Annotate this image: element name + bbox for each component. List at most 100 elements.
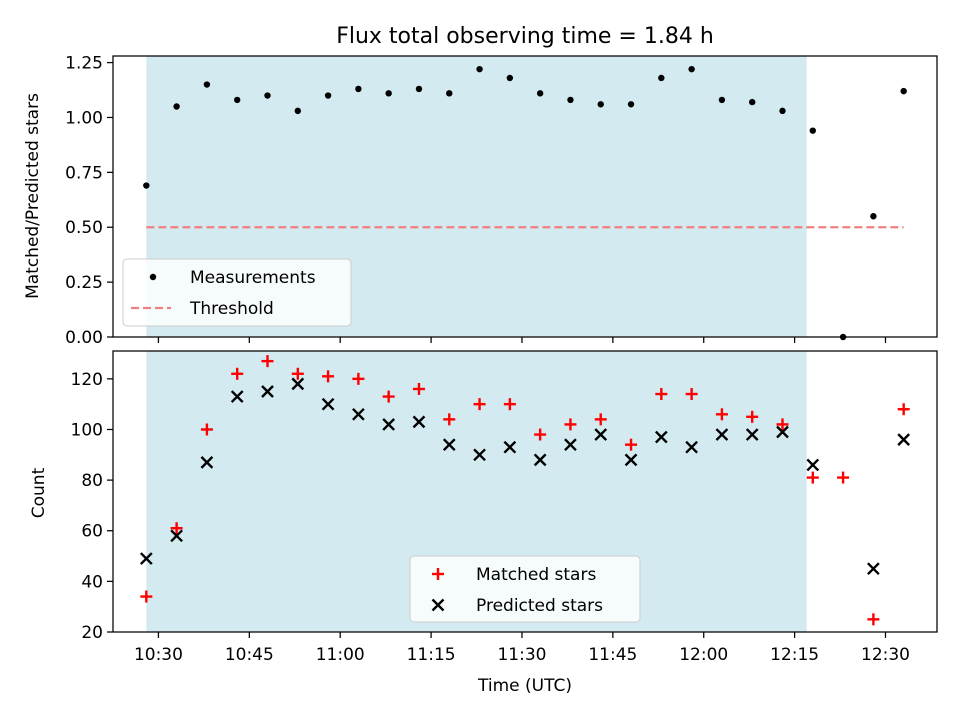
measurements-point: [143, 182, 150, 189]
bottom-panel-marks: [139, 355, 911, 626]
bottom-y-axis-ticks: 20 40 60 80 100 120: [71, 370, 113, 643]
matched-stars-point: [746, 410, 759, 423]
predicted-stars-point: [654, 430, 668, 444]
matched-stars-point: [867, 613, 880, 626]
matched-stars-point: [837, 471, 850, 484]
top-y-tick-label: 1.25: [65, 54, 103, 74]
matched-stars-point: [897, 403, 910, 416]
predicted-stars-point: [139, 552, 153, 565]
matched-stars-point: [140, 590, 153, 603]
predicted-stars-point: [776, 425, 789, 439]
bottom-y-tick-label: 60: [81, 522, 103, 542]
predicted-stars-point: [564, 438, 577, 452]
matched-stars-point: [473, 398, 486, 411]
measurements-point: [294, 107, 301, 115]
measurements-point: [749, 98, 756, 106]
measurements-point: [415, 85, 423, 93]
predicted-stars-point: [291, 377, 305, 391]
predicted-stars-point: [382, 418, 396, 431]
bottom-y-axis-label: Count: [29, 467, 49, 518]
bottom-legend-box: [409, 555, 641, 623]
measurements-point: [536, 90, 544, 97]
measurements-point: [779, 107, 786, 115]
matched-stars-point: [322, 370, 335, 383]
top-legend: Measurements Threshold: [122, 258, 352, 327]
matched-stars-point: [170, 522, 183, 535]
x-tick-label: 12:00: [679, 645, 728, 665]
measurements-point: [870, 213, 877, 220]
matched-stars-point: [200, 423, 213, 436]
matched-stars-point: [715, 408, 728, 421]
top-y-tick-label: 0.75: [65, 163, 103, 183]
predicted-stars-point: [170, 529, 183, 543]
bottom-y-tick-label: 80: [81, 471, 103, 491]
x-tick-label: 10:30: [134, 645, 183, 665]
bottom-x-axis-ticks: 10:30 10:45 11:00 11:15 11:30 11:45 12:00 12:15…: [134, 632, 910, 665]
predicted-stars-point: [685, 440, 698, 454]
predicted-stars-point: [261, 385, 274, 398]
predicted-stars-point: [806, 458, 820, 472]
matched-stars-point: [443, 413, 456, 426]
bottom-y-tick-label: 40: [81, 572, 103, 592]
x-tick-label: 11:45: [588, 645, 637, 665]
predicted-stars-point: [867, 562, 880, 576]
matched-stars-point: [412, 382, 425, 395]
matched-stars-point: [685, 388, 698, 401]
matched-stars-point: [382, 390, 395, 403]
top-legend-box: [122, 258, 352, 327]
x-tick-label: 11:30: [497, 645, 546, 665]
top-x-axis-ticks: [157, 337, 887, 343]
matched-stars-point: [261, 355, 274, 368]
measurements-point: [688, 65, 695, 73]
measurements-point: [900, 87, 907, 95]
bottom-y-tick-label: 20: [81, 623, 103, 643]
matched-stars-point: [352, 372, 365, 385]
matched-stars-point: [231, 367, 244, 380]
measurements-point: [234, 96, 241, 104]
measurements-point: [658, 74, 665, 82]
predicted-stars-point: [230, 390, 244, 403]
predicted-stars-point: [473, 448, 486, 462]
measurements-point: [446, 90, 453, 97]
bottom-y-tick-label: 100: [71, 420, 103, 440]
predicted-stars-point: [321, 397, 335, 411]
top-panel-frame: [112, 55, 938, 338]
top-y-axis-ticks: 0.00 0.25 0.50 0.75 1.00 1.25: [65, 54, 113, 348]
chart-title: Flux total observing time = 1.84 h: [336, 24, 714, 49]
predicted-stars-point: [897, 433, 911, 446]
measurements-point: [627, 101, 635, 108]
measurements-point: [718, 96, 726, 104]
x-tick-label: 11:00: [316, 645, 365, 665]
top-panel-marks: [143, 65, 907, 341]
matched-stars-point: [594, 413, 607, 426]
predicted-stars-legend-swatch: [431, 598, 445, 612]
x-tick-label: 12:15: [770, 645, 819, 665]
matched-stars-point: [655, 388, 668, 401]
predicted-stars-point: [533, 453, 547, 467]
top-panel: 0.00 0.25 0.50 0.75 1.00 1.25 Matched/Predict…: [23, 54, 938, 348]
measurements-point: [264, 92, 271, 99]
measurements-point: [597, 101, 604, 108]
predicted-stars-point: [352, 407, 365, 421]
top-y-tick-label: 0.50: [65, 218, 103, 238]
x-tick-label: 11:15: [407, 645, 456, 665]
top-y-tick-label: 0.00: [65, 328, 103, 348]
top-y-tick-label: 0.25: [65, 273, 103, 293]
threshold-legend-label: Threshold: [189, 299, 274, 319]
measurements-point: [324, 92, 332, 99]
bottom-legend: Matched stars Predicted stars: [409, 555, 641, 623]
measurements-point: [476, 65, 483, 73]
matched-stars-legend-label: Matched stars: [476, 565, 596, 585]
measurements-point: [173, 103, 180, 110]
matched-stars-legend-swatch: [432, 568, 444, 580]
measurements-legend-swatch: [149, 273, 157, 281]
matched-stars-point: [564, 418, 577, 431]
bottom-y-tick-label: 120: [71, 370, 103, 390]
predicted-stars-point: [594, 428, 608, 441]
measurements-point: [385, 90, 392, 97]
x-axis-label: Time (UTC): [477, 676, 572, 696]
measurements-point: [203, 81, 211, 88]
predicted-stars-point: [412, 415, 426, 429]
top-y-tick-label: 1.00: [65, 108, 103, 128]
predicted-stars-point: [200, 456, 214, 469]
